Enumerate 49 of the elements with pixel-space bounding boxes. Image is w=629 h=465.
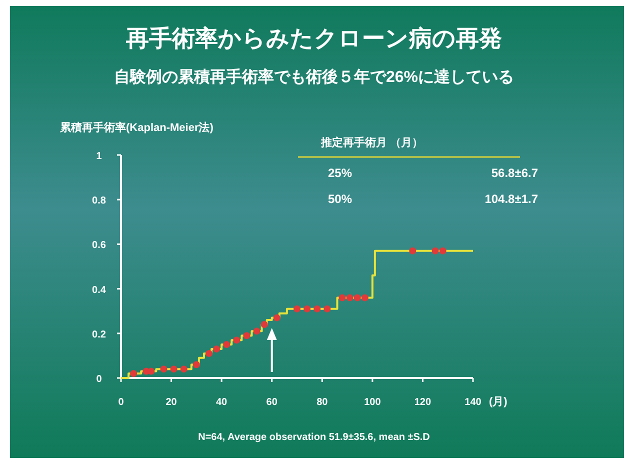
y-tick-label: 1: [96, 151, 102, 162]
x-tick-label: 40: [216, 397, 228, 408]
y-tick-label: 0.8: [92, 196, 106, 207]
point: [192, 361, 200, 368]
point: [180, 366, 188, 373]
point: [206, 350, 212, 357]
point: [170, 366, 178, 373]
point: [148, 368, 155, 375]
point: [361, 294, 368, 302]
point: [243, 332, 250, 340]
x-tick-label: 0: [118, 397, 124, 408]
point: [253, 328, 260, 335]
annotation: 50%: [328, 192, 352, 206]
x-tick-label: 100: [364, 397, 382, 408]
point: [233, 336, 240, 344]
point: [223, 341, 230, 348]
x-tick-label: 60: [266, 397, 278, 408]
y-tick-label: 0.6: [92, 240, 106, 252]
annotation: 25%: [328, 166, 352, 180]
y-axis-title: 累積再手術率(Kaplan-Meier法): [59, 121, 214, 134]
text: N=64, Average observation 51.9±35.6, mean ±S.D: [198, 432, 430, 443]
point: [213, 346, 220, 353]
point: [338, 294, 346, 302]
x-tick-label: 140: [464, 397, 482, 408]
text: 推定再手術月 （月）: [320, 136, 424, 149]
chart-title: 再手術率からみたクローン病の再発: [125, 25, 502, 51]
y-tick-label: 0: [96, 374, 102, 385]
point: [304, 305, 311, 312]
x-axis-title: (月): [489, 396, 508, 408]
x-tick-label: 20: [166, 397, 178, 408]
x-tick-label: 80: [316, 397, 328, 408]
y-tick-label: 0.4: [92, 284, 106, 296]
point: [346, 294, 354, 302]
point: [354, 294, 361, 302]
point: [273, 314, 280, 322]
point: [160, 366, 168, 373]
point: [130, 370, 138, 378]
point: [439, 247, 446, 254]
point: [314, 305, 321, 312]
text: 104.8±1.7: [484, 192, 538, 206]
point: [409, 247, 416, 254]
point: [294, 305, 300, 312]
point: [432, 247, 439, 254]
point: [260, 320, 268, 328]
chart-subtitle: 自験例の累積再手術率でも術後５年で26%に達している: [114, 67, 514, 86]
y-tick-label: 0.2: [92, 329, 106, 340]
text: 56.8±6.7: [491, 166, 538, 180]
x-tick-label: 120: [414, 397, 432, 408]
point: [324, 305, 331, 312]
